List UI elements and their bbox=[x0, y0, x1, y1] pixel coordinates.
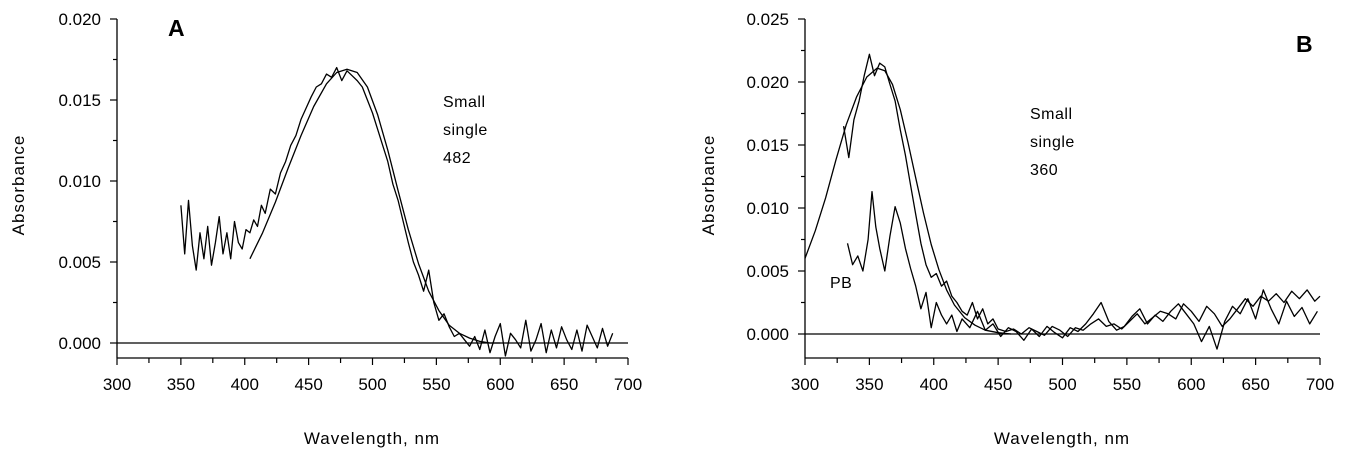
panel-b-annotation-line-3: 360 bbox=[1030, 162, 1058, 179]
panel-b-y-tick-label: 0.015 bbox=[746, 136, 789, 155]
panel-a-y-tick-label: 0.005 bbox=[58, 253, 101, 272]
panel-a-x-tick-label: 400 bbox=[231, 375, 259, 394]
panel-b-x-tick-label: 350 bbox=[855, 375, 883, 394]
panel-b-x-axis-title: Wavelength, nm bbox=[994, 429, 1130, 448]
panel-b-annotation-line-1: Small bbox=[1030, 106, 1073, 123]
panel-a-annotation-line-2: single bbox=[443, 122, 488, 139]
panel-a-x-tick-label: 300 bbox=[103, 375, 131, 394]
panel-b-series-label-pb: PB bbox=[830, 275, 852, 292]
panel-a-series bbox=[117, 66, 628, 357]
panel-a-label: A bbox=[168, 15, 185, 41]
panel-a-y-tick-label: 0.020 bbox=[58, 10, 101, 29]
panel-b-y-tick-label: 0.000 bbox=[746, 325, 789, 344]
panel-a-x-tick-label: 500 bbox=[358, 375, 386, 394]
panel-a-x-tick-label: 550 bbox=[422, 375, 450, 394]
panel-b-y-tick-label: 0.020 bbox=[746, 73, 789, 92]
panel-a-series-fit-1 bbox=[249, 68, 501, 344]
panel-a: 300 350 400 450 500 550 600 650 700 0.000 0.005 0.0… bbox=[9, 10, 642, 448]
panel-b-x-tick-label: 400 bbox=[920, 375, 948, 394]
panel-a-y-tick-label: 0.015 bbox=[58, 91, 101, 110]
panel-b-x-tick-label: 650 bbox=[1241, 375, 1269, 394]
panel-a-x-tick-label: 650 bbox=[550, 375, 578, 394]
panel-b-series-measured-1 bbox=[846, 190, 1318, 350]
panel-a-y-tick-label: 0.000 bbox=[58, 334, 101, 353]
panel-a-x-tick-label: 700 bbox=[614, 375, 642, 394]
panel-a-series-measured-0 bbox=[180, 66, 614, 357]
panel-b-y-tick-label: 0.025 bbox=[746, 10, 789, 29]
panel-a-annotation-line-3: 482 bbox=[443, 150, 471, 167]
panel-b: 300 350 400 450 500 550 600 650 700 0.000 0.005 0.0… bbox=[699, 10, 1334, 448]
panel-b-series-fit-2 bbox=[804, 67, 1012, 335]
panel-b-series-measured-0 bbox=[842, 53, 1321, 338]
panel-b-x-tick-label: 300 bbox=[791, 375, 819, 394]
panel-a-x-tick-label: 350 bbox=[167, 375, 195, 394]
panel-b-series bbox=[804, 53, 1321, 350]
panel-a-x-tick-label: 600 bbox=[486, 375, 514, 394]
panel-b-label: B bbox=[1296, 31, 1313, 57]
panel-b-ticks: 300 350 400 450 500 550 600 650 700 0.000 0.005 0.0… bbox=[746, 10, 1334, 394]
panel-b-x-tick-label: 450 bbox=[984, 375, 1012, 394]
panel-a-y-tick-label: 0.010 bbox=[58, 172, 101, 191]
panel-a-y-axis-title: Absorbance bbox=[9, 135, 28, 236]
panel-a-annotation-line-1: Small bbox=[443, 94, 486, 111]
panel-b-annotation-line-2: single bbox=[1030, 134, 1075, 151]
panel-a-x-tick-label: 450 bbox=[294, 375, 322, 394]
panel-b-y-tick-label: 0.005 bbox=[746, 262, 789, 281]
panel-a-x-axis-title: Wavelength, nm bbox=[304, 429, 440, 448]
panel-b-x-tick-label: 500 bbox=[1048, 375, 1076, 394]
panel-b-x-tick-label: 700 bbox=[1306, 375, 1334, 394]
panel-b-y-axis-title: Absorbance bbox=[699, 135, 718, 236]
panel-a-ticks: 300 350 400 450 500 550 600 650 700 0.000 0.005 0.0… bbox=[58, 10, 642, 394]
panel-b-x-tick-label: 600 bbox=[1177, 375, 1205, 394]
panel-b-x-tick-label: 550 bbox=[1113, 375, 1141, 394]
panel-b-y-tick-label: 0.010 bbox=[746, 199, 789, 218]
